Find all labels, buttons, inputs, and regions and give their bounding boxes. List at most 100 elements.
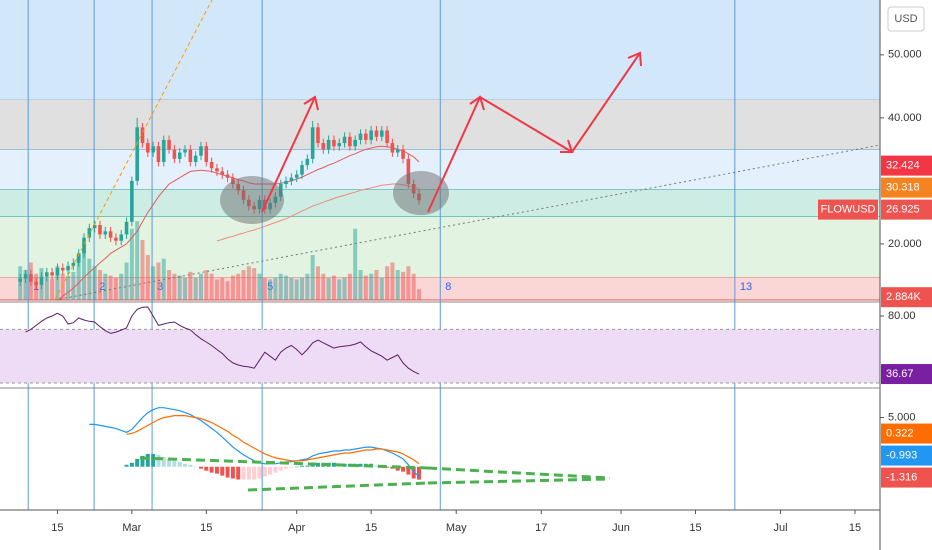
volume-bar — [97, 270, 102, 300]
volume-bar — [124, 262, 129, 300]
candle-body — [326, 139, 331, 150]
volume-bar — [108, 275, 113, 300]
volume-bar — [305, 273, 310, 300]
time-zone-label: 13 — [740, 281, 752, 293]
currency-button[interactable] — [887, 6, 925, 32]
candle-body — [332, 139, 336, 147]
volume-bar — [257, 273, 262, 300]
volume-bar — [406, 266, 411, 300]
histogram-bar — [347, 463, 352, 467]
candle-body — [82, 237, 86, 254]
histogram-bar — [284, 466, 289, 469]
histogram-bar — [167, 458, 172, 467]
y-tick-label: 80.00 — [888, 310, 916, 322]
volume-bar — [44, 277, 49, 300]
volume-bar — [310, 255, 315, 300]
volume-bar — [225, 281, 230, 300]
volume-bar — [390, 262, 395, 300]
volume-bar — [401, 271, 406, 300]
last-price-box — [881, 199, 932, 220]
volume-bar — [273, 277, 278, 300]
arrow-head — [469, 95, 485, 111]
histogram-bar — [198, 466, 203, 469]
histogram-bar — [183, 463, 188, 467]
histogram-bar — [401, 466, 406, 472]
x-tick-label: Jun — [612, 522, 630, 534]
macd-value-box — [881, 467, 932, 488]
histogram-bar — [289, 466, 294, 468]
macd-value: -1.316 — [886, 471, 917, 483]
rsi-band — [0, 329, 880, 383]
candle-body — [321, 143, 326, 150]
divergence-line — [139, 456, 429, 470]
histogram-bar — [129, 462, 134, 467]
histogram-bar — [209, 466, 214, 473]
x-tick-label: 15 — [689, 522, 701, 534]
volume-bar — [156, 262, 161, 300]
candle-body — [284, 180, 288, 185]
histogram-bar — [300, 465, 305, 467]
volume-bar — [379, 277, 384, 300]
histogram-bar — [188, 464, 193, 467]
candle-body — [294, 174, 299, 178]
candle-body — [305, 158, 310, 166]
candle-body — [146, 143, 150, 153]
macd-value-box — [881, 445, 932, 466]
candle-body — [215, 168, 219, 172]
arrow-head — [560, 139, 574, 153]
candle-body — [379, 130, 384, 137]
divergence-line — [247, 481, 429, 492]
candle-body — [23, 274, 28, 279]
volume-bar — [71, 271, 76, 300]
volume-bar — [119, 273, 124, 300]
candle-body — [114, 237, 118, 241]
histogram-bar — [416, 466, 421, 480]
candle-body — [103, 231, 108, 235]
volume-bar — [103, 273, 108, 300]
candle-body — [199, 146, 203, 156]
volume-bar — [363, 275, 368, 300]
price-marker: 32.424 — [886, 160, 920, 172]
currency-label: USD — [894, 13, 917, 25]
time-zone-label: 2 — [99, 281, 105, 293]
histogram-bar — [214, 466, 219, 474]
volume-bar — [23, 270, 28, 300]
candle-body — [177, 152, 182, 159]
candle-body — [92, 225, 97, 229]
volume-bar — [358, 270, 363, 300]
candle-body — [172, 149, 177, 159]
arrow-head — [303, 95, 319, 111]
volume-bar — [321, 273, 326, 300]
histogram-bar — [305, 465, 310, 467]
candle-body — [108, 231, 113, 238]
candle-body — [156, 146, 161, 162]
histogram-bar — [385, 466, 390, 468]
volume-bar — [183, 277, 188, 300]
histogram-bar — [145, 453, 150, 467]
candle-body — [395, 149, 400, 153]
x-tick-label: 15 — [365, 522, 377, 534]
rsi-value-box — [881, 364, 932, 385]
candle-body — [161, 139, 166, 162]
histogram-bar — [161, 456, 166, 467]
volume-bar — [252, 268, 257, 300]
histogram-bar — [395, 466, 400, 471]
volume-bar — [188, 271, 193, 300]
candle-body — [130, 180, 134, 222]
macd-value-box — [881, 423, 932, 444]
volume-bar — [177, 275, 182, 300]
candle-body — [39, 276, 44, 285]
volume-bar — [369, 273, 374, 300]
volume-bar — [278, 273, 283, 300]
candle-body — [209, 161, 214, 169]
candle-body — [374, 130, 379, 137]
candle-body — [369, 130, 373, 140]
candle-body — [119, 234, 124, 241]
arrow — [261, 96, 316, 213]
x-tick-label: 15 — [200, 522, 212, 534]
moving-average — [216, 183, 420, 242]
volume-bar — [55, 266, 60, 300]
candle-body — [225, 174, 230, 178]
